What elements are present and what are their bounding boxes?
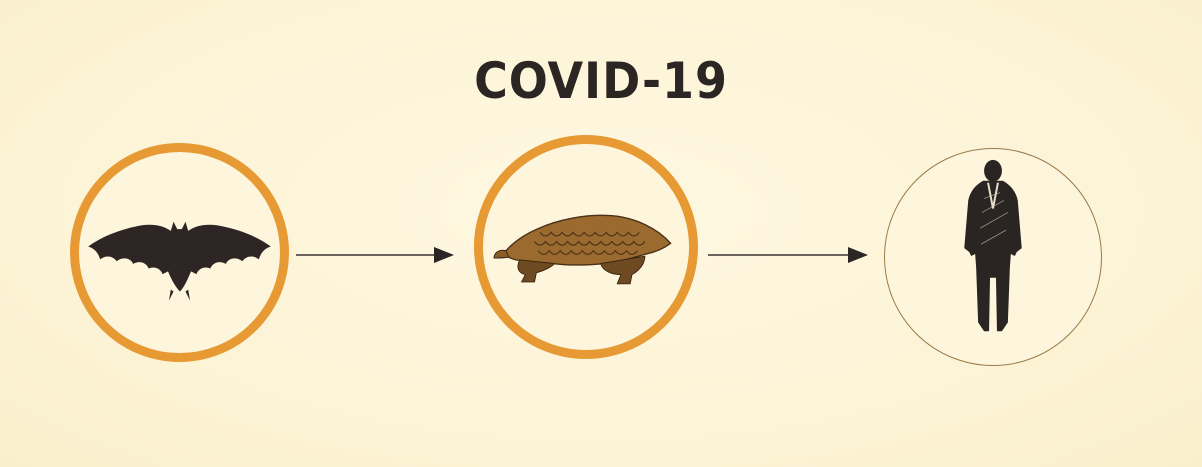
bat-node (70, 143, 289, 362)
pangolin-icon (493, 214, 672, 285)
bat-icon (88, 221, 271, 301)
arrow-bat-to-pangolin (296, 243, 454, 267)
arrow-pangolin-to-human (708, 243, 868, 267)
human-silhouette-icon (964, 159, 1022, 332)
pangolin-node (474, 135, 698, 359)
human-node (884, 148, 1102, 366)
diagram-title: COVID-19 (474, 52, 728, 110)
